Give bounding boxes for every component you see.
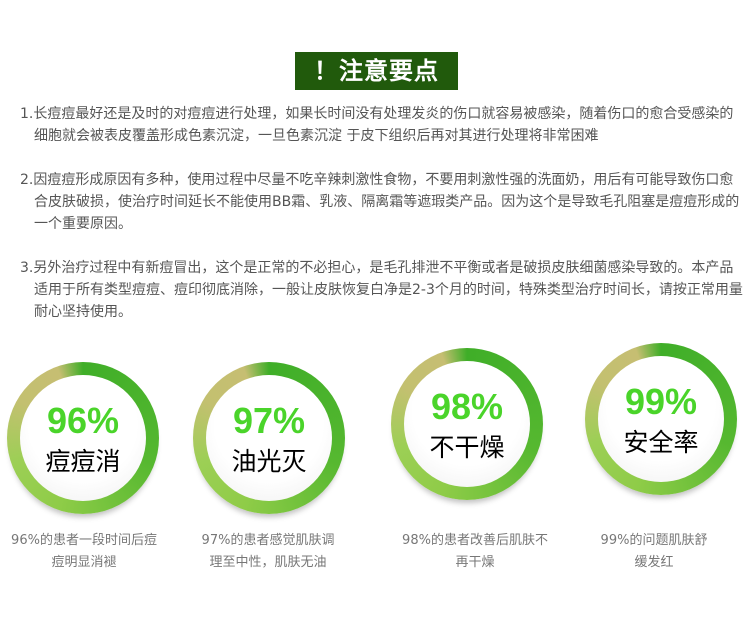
- stat-percent: 99%: [624, 381, 698, 422]
- note-item: 2.因痘痘形成原因有多种，使用过程中尽量不吃辛辣刺激性食物，不要用刺激性强的洗面…: [20, 172, 740, 232]
- stat-label: 安全率: [623, 428, 699, 457]
- stat-badge-ring: 99% 安全率: [585, 343, 737, 495]
- stat-badge-ring: 97% 油光灭: [193, 362, 345, 514]
- note-item: 1.长痘痘最好还是及时的对痘痘进行处理，如果长时间没有处理发炎的伤口就容易被感染…: [20, 106, 734, 144]
- stat-description: 97%的患者感觉肌肤调理至中性，肌肤无油: [201, 533, 335, 570]
- stat-label: 不干燥: [429, 433, 505, 462]
- stat-percent: 98%: [430, 386, 504, 427]
- note-item: 3.另外治疗过程中有新痘冒出，这个是正常的不必担心，是毛孔排泄不平衡或者是破损皮…: [20, 260, 743, 320]
- stat-description: 98%的患者改善后肌肤不再干燥: [402, 533, 548, 570]
- stat-label: 油光灭: [231, 447, 307, 476]
- stat-percent: 96%: [46, 400, 120, 441]
- section-title: ！注意要点: [295, 52, 458, 90]
- stat-badge-ring: 98% 不干燥: [391, 348, 543, 500]
- stat-description: 99%的问题肌肤舒缓发红: [600, 533, 708, 570]
- notes-list: 1.长痘痘最好还是及时的对痘痘进行处理，如果长时间没有处理发炎的伤口就容易被感染…: [20, 103, 745, 345]
- stat-label: 痘痘消: [45, 447, 121, 476]
- stat-description: 96%的患者一段时间后痘痘明显消褪: [11, 533, 157, 570]
- stat-badge-ring: 96% 痘痘消: [7, 362, 159, 514]
- stat-percent: 97%: [232, 400, 306, 441]
